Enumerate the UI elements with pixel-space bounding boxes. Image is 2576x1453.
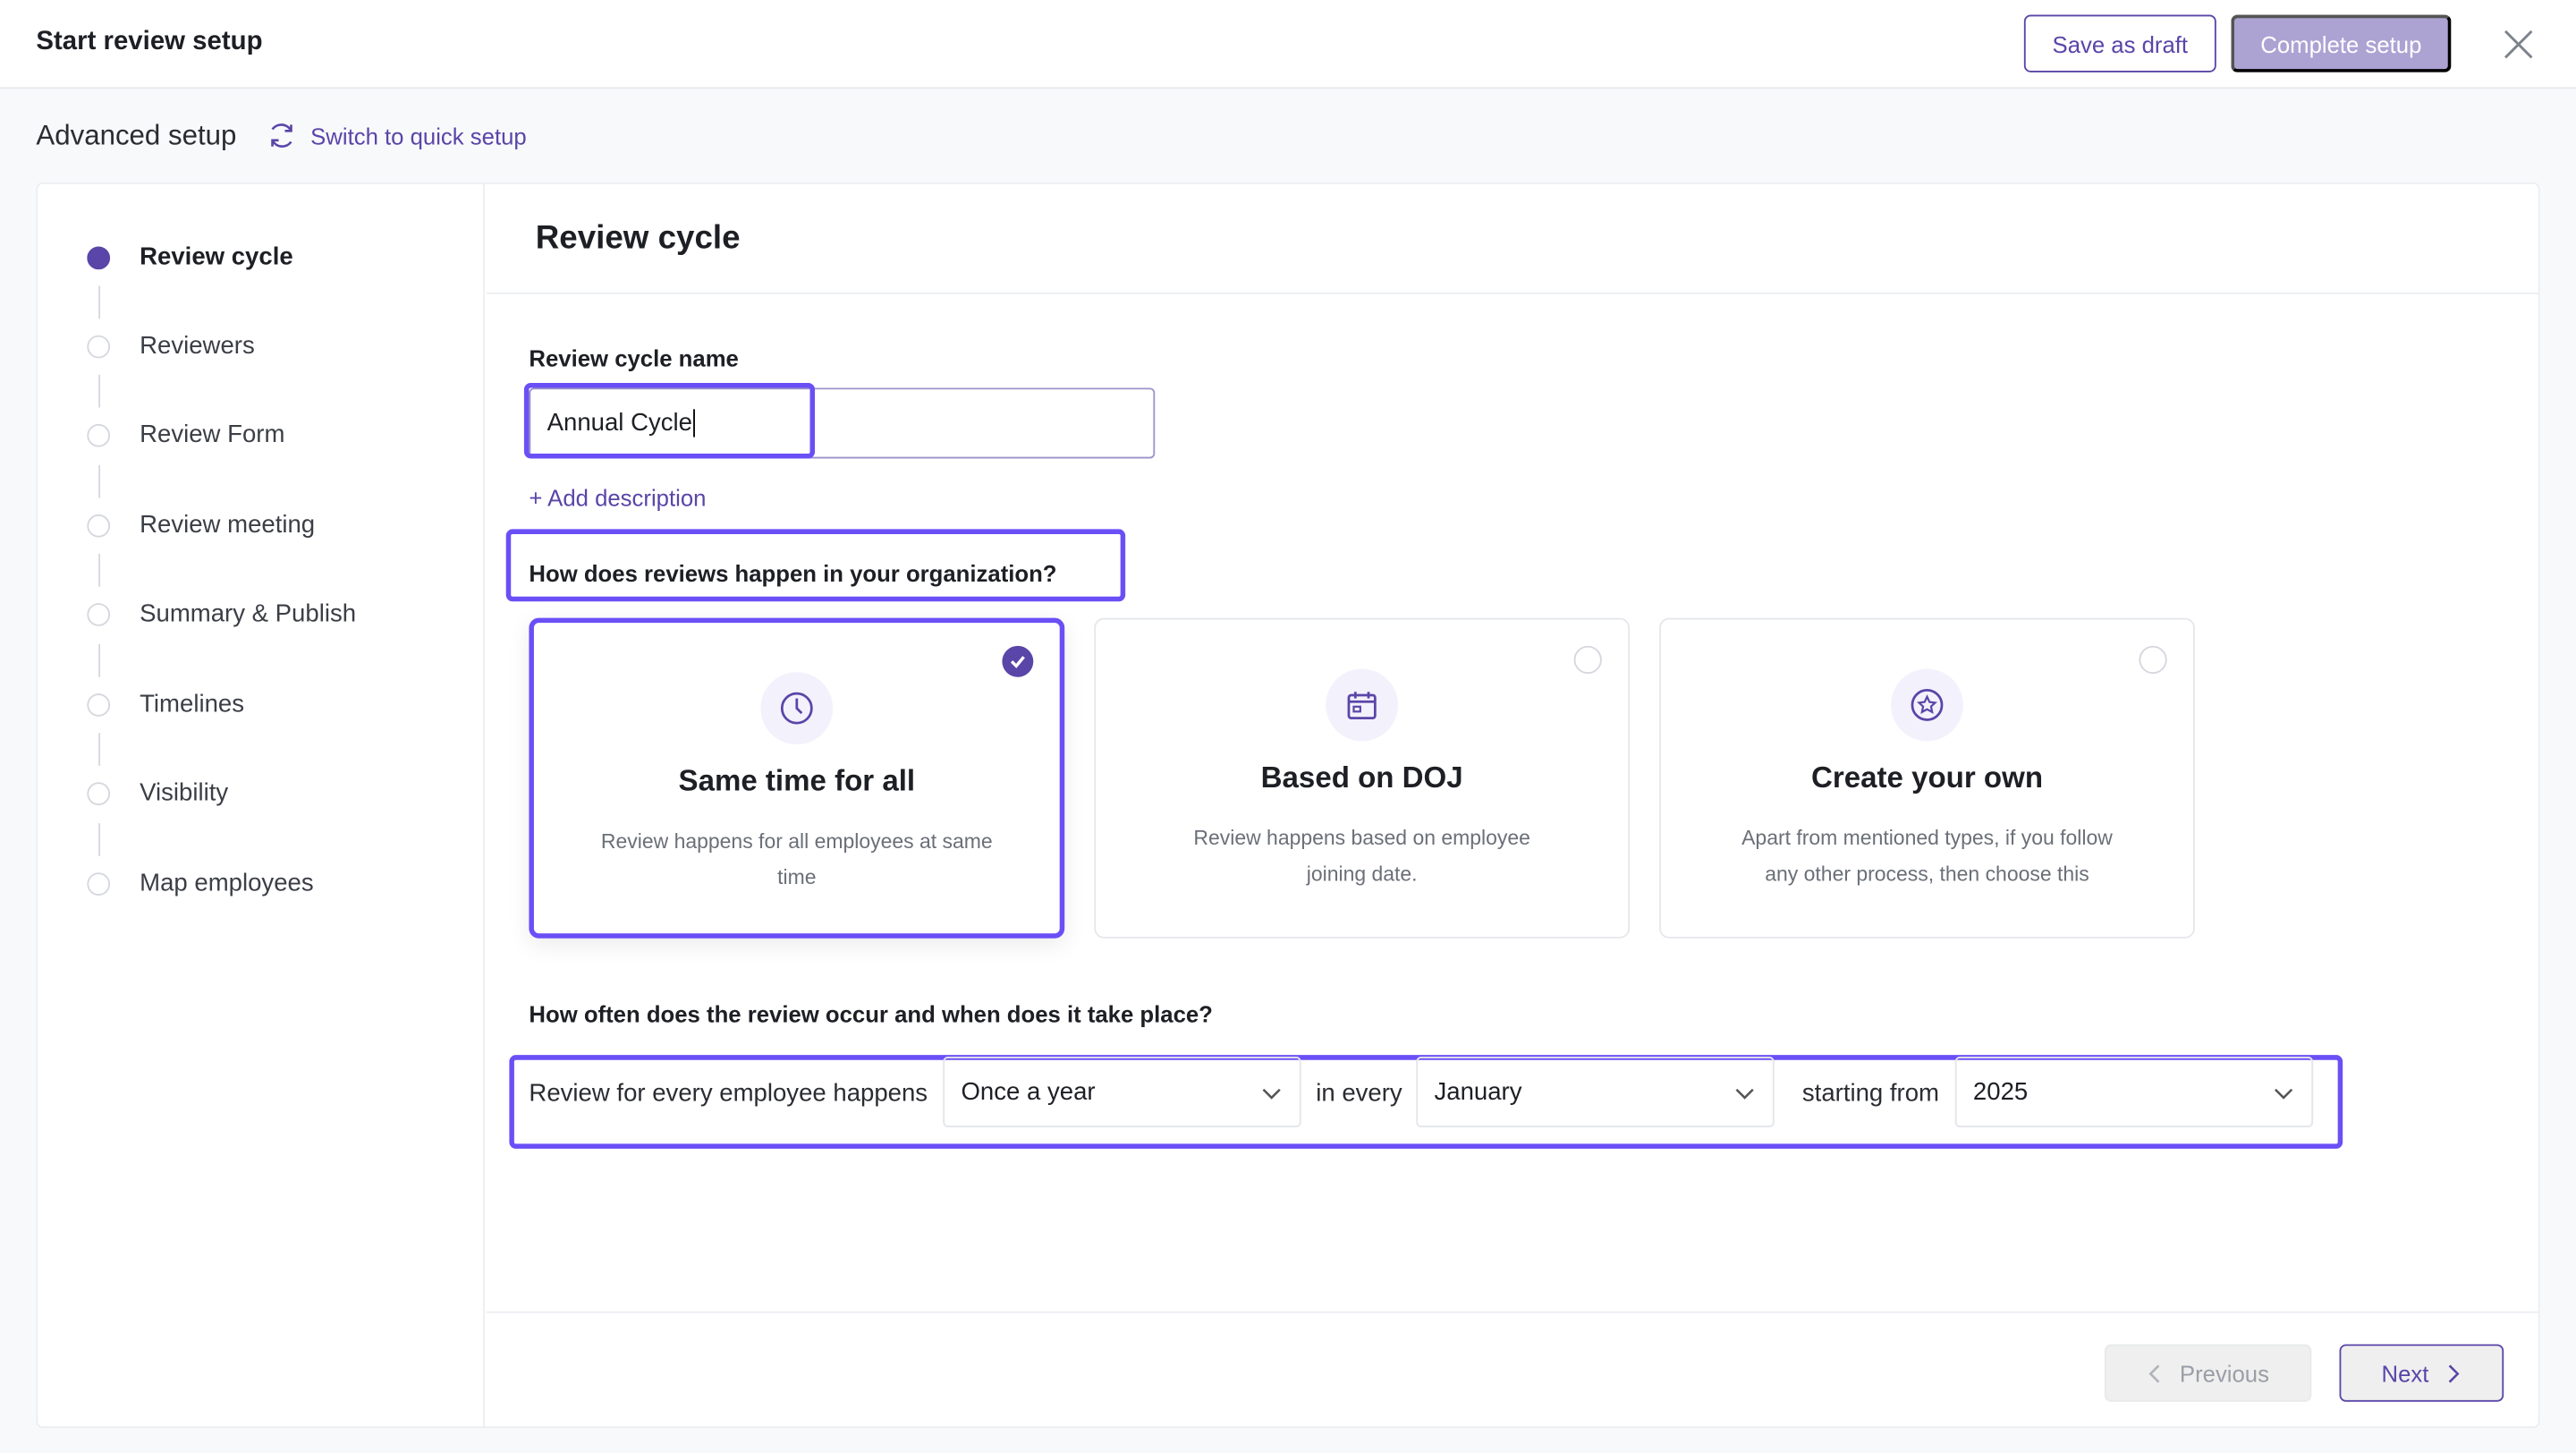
frequency-dropdown[interactable]: Once a year [943,1057,1301,1128]
section-title: Review cycle [535,220,741,257]
step-review-meeting[interactable]: Review meeting [87,511,315,539]
chevron-right-icon [2449,1364,2461,1382]
step-dot [87,871,111,896]
card-title: Same time for all [678,764,916,797]
step-dot [87,602,111,625]
year-value: 2025 [1972,1077,2029,1107]
next-button[interactable]: Next [2339,1344,2504,1402]
month-value: January [1434,1077,1522,1107]
step-label: Review Form [140,421,285,449]
step-dot [87,781,111,805]
year-dropdown[interactable]: 2025 [1954,1057,2314,1128]
chevron-left-icon [2148,1364,2159,1382]
card-description: Apart from mentioned types, if you follo… [1741,826,2113,887]
card-create-your-own[interactable]: Create your own Apart from mentioned typ… [1659,617,2195,939]
radio-button[interactable] [1573,645,1602,675]
top-bar: Start review setup Save as draft Complet… [0,0,2576,89]
card-description: Review happens based on employee joining… [1193,826,1530,887]
highlight-box [523,382,816,459]
calendar-icon [1326,668,1399,742]
step-timelines[interactable]: Timelines [87,690,244,718]
review-type-question: How does reviews happen in your organiza… [529,560,1057,587]
setup-mode-label: Advanced setup [36,120,237,151]
next-label: Next [2381,1359,2429,1387]
card-same-time-for-all[interactable]: Same time for all Review happens for all… [529,617,1065,939]
in-every-label: in every [1316,1079,1402,1108]
step-map-employees[interactable]: Map employees [87,869,314,897]
step-label: Review meeting [140,511,316,540]
step-label: Reviewers [140,332,255,361]
frequency-question: How often does the review occur and when… [529,1000,1213,1027]
step-visibility[interactable]: Visibility [87,779,228,807]
clock-icon [760,672,834,745]
highlight-box [505,529,1126,602]
check-icon [1002,645,1034,677]
card-title: Based on DOJ [1260,760,1463,794]
step-dot [87,334,111,358]
chevron-down-icon [1735,1087,1754,1099]
cycle-name-input[interactable]: Annual Cycle [529,387,1156,459]
step-dot [87,245,111,269]
setup-panel: Review cycle Reviewers Review Form Revie… [36,182,2540,1429]
step-label: Summary & Publish [140,599,357,628]
step-reviewers[interactable]: Reviewers [87,332,255,361]
switch-to-quick-setup-link[interactable]: Switch to quick setup [267,120,527,151]
chevron-down-icon [1262,1087,1281,1099]
step-label: Review cycle [140,242,293,272]
footer: Previous Next [486,1311,2540,1427]
save-as-draft-button[interactable]: Save as draft [2023,14,2216,72]
card-based-on-doj[interactable]: Based on DOJ Review happens based on emp… [1094,617,1631,939]
switch-label: Switch to quick setup [310,122,527,149]
card-description: Review happens for all employees at same… [600,829,993,889]
previous-button[interactable]: Previous [2104,1344,2312,1402]
cycle-name-label: Review cycle name [529,344,739,372]
star-icon [1891,668,1963,742]
page-title: Start review setup [36,28,263,56]
chevron-down-icon [2274,1087,2293,1099]
refresh-icon [271,123,292,148]
step-dot [87,693,111,716]
step-dot [87,513,111,537]
section-header: Review cycle [486,184,2540,294]
step-label: Visibility [140,778,229,807]
frequency-prefix: Review for every employee happens [529,1079,928,1108]
step-review-form[interactable]: Review Form [87,421,284,448]
step-label: Timelines [140,690,245,718]
month-dropdown[interactable]: January [1416,1057,1775,1128]
previous-label: Previous [2179,1359,2269,1387]
step-label: Map employees [140,869,314,897]
starting-from-label: starting from [1801,1079,1940,1108]
radio-button[interactable] [2139,645,2167,675]
complete-setup-button[interactable]: Complete setup [2231,14,2452,72]
add-description-link[interactable]: + Add description [529,484,707,512]
card-title: Create your own [1810,760,2044,794]
close-icon[interactable] [2501,26,2537,62]
cycle-name-value: Annual Cycle [547,409,692,438]
step-dot [87,422,111,446]
step-review-cycle[interactable]: Review cycle [87,242,293,272]
steps-sidebar: Review cycle Reviewers Review Form Revie… [38,183,485,1427]
step-summary-publish[interactable]: Summary & Publish [87,599,357,628]
frequency-value: Once a year [961,1077,1096,1107]
